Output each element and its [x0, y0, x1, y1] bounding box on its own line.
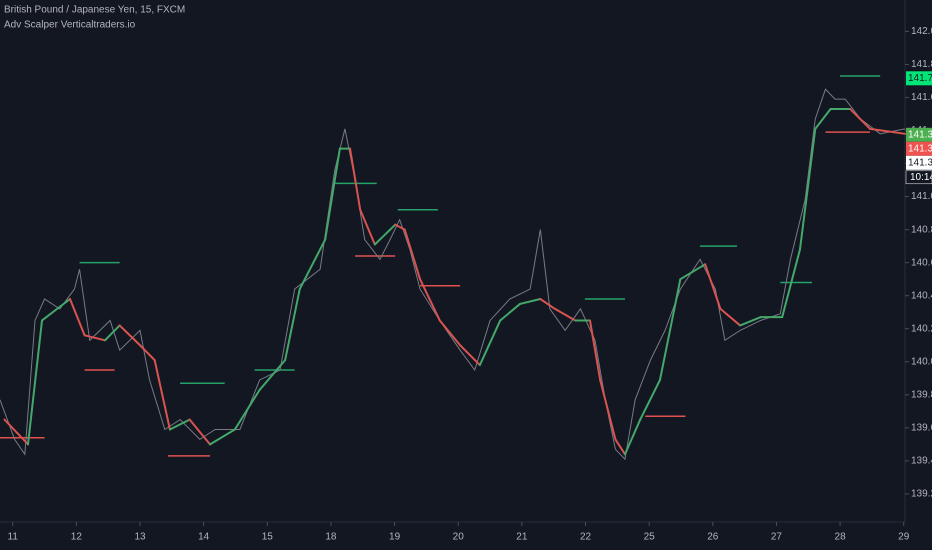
- signal-segment: [599, 378, 617, 441]
- y-tick-label: 140.200: [911, 323, 932, 334]
- y-tick-label: 139.200: [911, 489, 932, 500]
- signal-segment: [419, 278, 441, 322]
- y-tick-label: 140.400: [911, 290, 932, 301]
- signal-segment: [739, 316, 762, 327]
- signal-segment: [518, 297, 542, 305]
- x-tick-label: 26: [707, 532, 719, 543]
- signal-segment: [394, 223, 406, 231]
- x-tick-label: 14: [198, 532, 210, 543]
- x-tick-label: 15: [262, 532, 274, 543]
- signal-segment: [588, 319, 602, 381]
- signal-segment: [209, 428, 236, 446]
- price-tag-label: 141.716: [908, 73, 932, 84]
- signal-segment: [438, 319, 462, 347]
- signal-segment: [27, 319, 44, 446]
- signal-segment: [233, 388, 261, 431]
- signal-segment: [403, 228, 422, 281]
- y-tick-label: 141.600: [911, 92, 932, 103]
- signal-segment: [658, 278, 682, 381]
- signal-segment: [639, 378, 661, 421]
- signal-segment: [349, 147, 362, 211]
- signal-segment: [41, 297, 72, 322]
- signal-segment: [719, 307, 742, 327]
- y-tick-label: 140.800: [911, 224, 932, 235]
- signal-segment: [478, 319, 502, 367]
- signal-segment: [3, 418, 30, 446]
- signal-segment: [499, 302, 521, 322]
- x-tick-label: 11: [8, 532, 19, 543]
- signal-segment: [168, 418, 191, 431]
- x-tick-label: 22: [580, 532, 592, 543]
- y-tick-label: 139.600: [911, 422, 932, 433]
- price-tag: [906, 155, 932, 170]
- y-tick-label: 141.000: [911, 191, 932, 202]
- y-tick-label: 139.400: [911, 456, 932, 467]
- x-tick-label: 13: [134, 532, 146, 543]
- signal-segment: [614, 438, 626, 456]
- signal-segment: [258, 359, 287, 391]
- signal-segment: [798, 127, 817, 251]
- y-tick-label: 139.800: [911, 389, 932, 400]
- price-tag-label: 141.325: [908, 157, 932, 168]
- x-tick-label: 21: [516, 532, 528, 543]
- signal-segment: [188, 418, 212, 446]
- x-tick-label: 27: [771, 532, 783, 543]
- signal-segment: [139, 344, 156, 362]
- price-tag-label: 141.374: [908, 129, 932, 140]
- signal-segment: [623, 418, 642, 456]
- signal-segment: [814, 108, 832, 130]
- y-tick-label: 142.000: [911, 26, 932, 37]
- x-tick-label: 28: [835, 532, 847, 543]
- indicator-name: Adv Scalper Verticaltraders.io: [4, 20, 136, 31]
- signal-segment: [298, 238, 327, 291]
- signal-segment: [83, 334, 107, 342]
- price-tag-label: 141.370: [908, 143, 932, 154]
- price-tag: [906, 141, 932, 156]
- signal-segment: [539, 297, 556, 310]
- countdown-box: [905, 170, 932, 185]
- x-tick-label: 19: [389, 532, 401, 543]
- signal-segment: [284, 288, 301, 362]
- x-tick-label: 29: [898, 532, 910, 543]
- signal-segment: [69, 297, 86, 337]
- signal-segment: [781, 248, 801, 319]
- signal-segment: [359, 208, 376, 246]
- signal-segment: [373, 223, 397, 246]
- countdown: 10:14: [910, 172, 932, 183]
- signal-segment: [868, 127, 906, 135]
- x-tick-label: 20: [453, 532, 465, 543]
- y-tick-label: 141.800: [911, 59, 932, 70]
- signal-segment: [324, 147, 341, 241]
- signal-segment: [459, 344, 481, 367]
- chart-title: British Pound / Japanese Yen, 15, FXCM: [4, 5, 185, 16]
- price-line: [0, 88, 906, 461]
- signal-segment: [118, 324, 142, 347]
- signal-segment: [849, 108, 871, 130]
- price-tag: [906, 127, 932, 142]
- signal-segment: [104, 324, 121, 342]
- signal-segment: [553, 307, 577, 322]
- price-tag: [906, 71, 932, 86]
- x-tick-label: 25: [644, 532, 656, 543]
- x-tick-label: 12: [71, 532, 83, 543]
- x-tick-label: 18: [325, 532, 337, 543]
- signal-segment: [153, 359, 171, 431]
- y-tick-label: 140.600: [911, 257, 932, 268]
- y-tick-label: 140.000: [911, 356, 932, 367]
- signal-segment: [704, 263, 722, 310]
- signal-segment: [679, 263, 707, 281]
